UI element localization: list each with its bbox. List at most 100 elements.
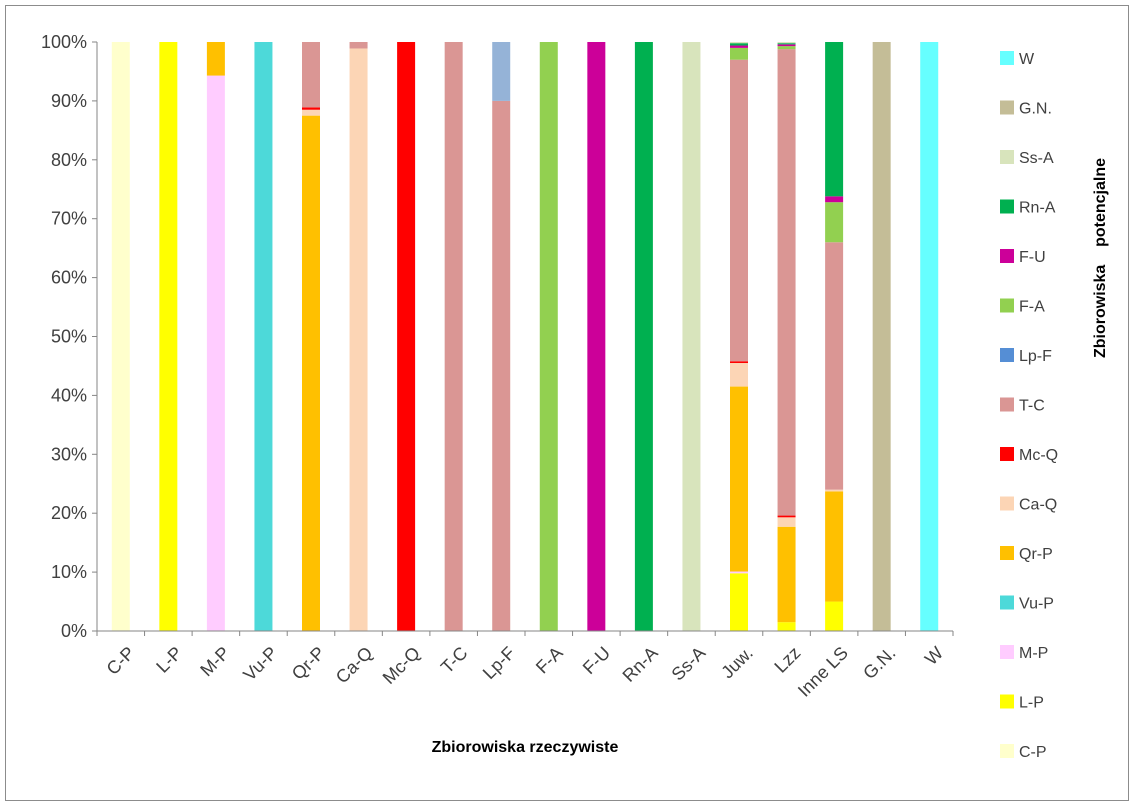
legend-swatch: [1000, 546, 1014, 560]
legend-swatch: [1000, 496, 1014, 511]
bar-segment: [730, 573, 748, 631]
bar-segment: [730, 45, 748, 48]
x-tick-label: Mc-Q: [379, 643, 424, 688]
x-tick-label: Lp-F: [479, 643, 519, 683]
bar-segment: [730, 363, 748, 387]
x-tick-label: Rn-A: [619, 643, 662, 686]
x-tick-label: T-C: [437, 643, 472, 678]
bar-segment: [825, 242, 844, 490]
bar-segment: [730, 571, 748, 574]
x-tick-label: G.N.: [859, 643, 899, 683]
bar-segment: [825, 202, 844, 243]
y-tick-label: 20%: [51, 503, 87, 523]
bar-segment: [302, 109, 320, 116]
bar-segment: [777, 46, 796, 50]
bar-segment: [730, 42, 748, 44]
bar-segment: [492, 42, 511, 101]
bar-segment: [777, 49, 796, 516]
legend-swatch: [1000, 298, 1014, 313]
bar-segment: [825, 601, 844, 631]
bar-segment: [302, 42, 320, 108]
legend-swatch: [1000, 199, 1014, 214]
y-tick-label: 80%: [51, 150, 87, 170]
x-axis-ticks: C-P L-P M-P Vu-P Qr-P Ca-Q Mc-Q T-C Lp-F F-A F-U Rn…: [96, 631, 954, 701]
x-tick-label: Qr-P: [288, 643, 329, 684]
x-tick-label: F-A: [532, 643, 567, 678]
bar-segment: [920, 42, 939, 631]
bar-segment: [825, 196, 844, 203]
bar-segment: [349, 42, 368, 49]
y-axis-ticks: 0% 10% 20% 30% 40% 50% 60% 70% 80% 90% 100%: [41, 32, 97, 641]
bar-segment: [444, 42, 463, 631]
bar-segment: [730, 361, 748, 364]
legend-swatch: [1000, 645, 1014, 659]
x-tick-label: M-P: [196, 643, 233, 680]
bar-segment: [349, 48, 368, 631]
x-tick-label: L-P: [152, 643, 186, 677]
y-tick-label: 10%: [51, 562, 87, 582]
bar-segment: [730, 59, 748, 362]
bar-segment: [730, 386, 748, 572]
bar-segment: [825, 489, 844, 492]
bar-segment: [777, 43, 796, 45]
legend-label: C-P: [1019, 744, 1047, 761]
legend-label: Vu-P: [1019, 596, 1054, 613]
x-tick-label: Vu-P: [239, 643, 281, 685]
y-tick-label: 70%: [51, 209, 87, 229]
bar-segment: [730, 47, 748, 60]
bar-segment: [492, 100, 511, 631]
bar-segment: [777, 44, 796, 47]
bar-segment: [682, 42, 701, 631]
x-axis-title: Zbiorowiska rzeczywiste: [432, 739, 619, 756]
legend-label: Qr-P: [1019, 546, 1053, 563]
bar-segment: [777, 515, 796, 518]
bar-segment: [206, 42, 225, 76]
legend-swatch: [1000, 744, 1014, 758]
bar-segment: [159, 42, 178, 631]
legend-swatch: [1000, 150, 1014, 164]
x-tick-label: W: [921, 643, 947, 669]
bar-segment: [539, 42, 558, 631]
bar-segment: [777, 622, 796, 631]
legend-label: M-P: [1019, 645, 1048, 662]
legend-label: Rn-A: [1019, 200, 1056, 217]
bar-segment: [777, 517, 796, 527]
legend-label: G.N.: [1019, 101, 1052, 118]
bar-segment: [634, 42, 653, 631]
legend-swatch: [1000, 397, 1014, 412]
x-tick-label: Ca-Q: [332, 643, 377, 688]
x-tick-label: Lzz: [770, 643, 804, 677]
legend-label: T-C: [1019, 398, 1045, 415]
bar-segment: [587, 42, 606, 631]
bar-segment: [302, 107, 320, 110]
legend-label: F-U: [1019, 249, 1046, 266]
y-axis-title: Zbiorowiska potencjalne: [1092, 158, 1109, 358]
legend-label: Mc-Q: [1019, 447, 1058, 464]
legend-label: F-A: [1019, 299, 1045, 316]
y-tick-label: 0%: [61, 621, 87, 641]
legend: W G.N. Ss-A Rn-A F-U F-A Lp-F T-C Mc-Q Ca-Q Qr-P Vu…: [1000, 51, 1058, 761]
x-tick-label: Inne LS: [794, 643, 852, 701]
legend-swatch: [1000, 595, 1014, 610]
legend-swatch: [1000, 249, 1014, 263]
y-tick-label: 60%: [51, 268, 87, 288]
legend-swatch: [1000, 694, 1014, 709]
bar-segment: [825, 42, 844, 197]
bar-segment: [730, 43, 748, 46]
legend-label: Ss-A: [1019, 150, 1054, 167]
legend-swatch: [1000, 51, 1014, 65]
legend-label: Ca-Q: [1019, 497, 1057, 514]
y-tick-label: 100%: [41, 32, 87, 52]
y-tick-label: 90%: [51, 91, 87, 111]
legend-swatch: [1000, 447, 1014, 461]
legend-swatch: [1000, 100, 1014, 115]
legend-label: W: [1019, 51, 1035, 68]
bar-segment: [206, 75, 225, 631]
bar-segment: [397, 42, 416, 631]
chart-frame: [5, 5, 1129, 801]
legend-label: Lp-F: [1019, 348, 1052, 365]
x-tick-label: Ss-A: [668, 643, 710, 685]
bar-segment: [254, 42, 273, 631]
bar-segment: [111, 42, 130, 631]
